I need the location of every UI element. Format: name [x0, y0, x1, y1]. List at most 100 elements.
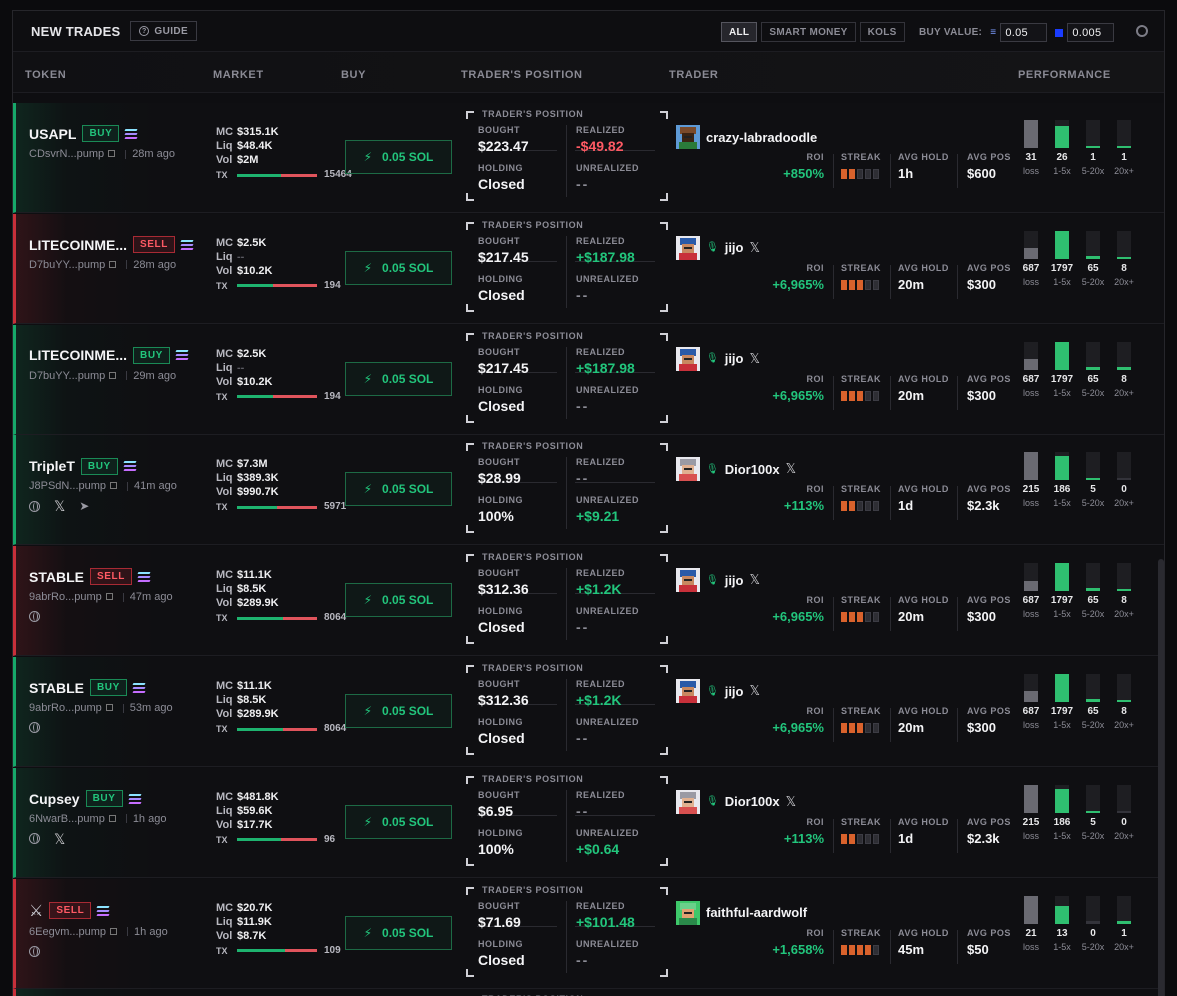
trader-avatar[interactable] — [676, 568, 700, 593]
globe-icon[interactable] — [29, 722, 40, 733]
globe-icon[interactable] — [29, 945, 40, 957]
quick-buy-button[interactable]: ⚡ 0.05 SOL — [345, 915, 452, 950]
copy-icon[interactable] — [108, 150, 116, 157]
holding-value: Closed — [478, 286, 525, 303]
quick-buy-button[interactable]: ⚡ 0.05 SOL — [345, 140, 452, 174]
token-name[interactable]: LITECOINME... — [29, 236, 127, 253]
trader-name[interactable]: Dior100x — [724, 794, 780, 810]
side-badge: SELL — [49, 902, 92, 920]
trader-avatar[interactable] — [676, 125, 700, 149]
trader-name[interactable]: Dior100x — [724, 461, 780, 477]
token-name[interactable]: USAPL — [29, 125, 77, 142]
copy-icon[interactable] — [109, 371, 117, 379]
streak-stat-label: STREAK — [841, 262, 882, 273]
copy-icon[interactable] — [108, 814, 116, 822]
quick-buy-button[interactable]: ⚡ 0.05 SOL — [345, 694, 452, 728]
globe-icon[interactable] — [29, 500, 40, 512]
token-name[interactable]: Cupsey — [29, 790, 80, 807]
token-name[interactable]: LITECOINME... — [29, 347, 127, 364]
filter-all[interactable]: ALL — [721, 22, 758, 42]
guide-button[interactable]: ? GUIDE — [130, 21, 198, 41]
trade-row[interactable]: ⚔ SELL 6Eegvm...pump 1h ago MC $20.7K Liq $11.9… — [13, 878, 1164, 989]
globe-icon[interactable] — [29, 833, 40, 845]
token-address[interactable]: 6NwarB...pump — [29, 812, 105, 825]
trader-avatar[interactable] — [676, 457, 700, 482]
trade-row[interactable]: TripleT BUY J8PSdN...pump 41m ago 𝕏 ➤ MC $7.3M L… — [13, 435, 1164, 546]
trade-row[interactable]: STABLE SELL 9abrRo...pump 47m ago MC $11.1K Li… — [13, 546, 1164, 657]
x-icon[interactable]: 𝕏 — [54, 830, 66, 847]
copy-icon[interactable] — [109, 260, 117, 268]
trader-name[interactable]: jijo — [724, 572, 744, 588]
trader-name[interactable]: jijo — [724, 351, 744, 367]
token-address[interactable]: 9abrRo...pump — [29, 591, 102, 604]
performance-chart: 687 loss 1797 1-5x 65 5-20x 8 20x+ — [1021, 563, 1151, 643]
performance-fill — [1055, 906, 1069, 924]
trader-avatar[interactable] — [676, 679, 700, 703]
token-name[interactable]: STABLE — [29, 679, 84, 696]
priority-fee-input[interactable]: 0.005 — [1067, 23, 1115, 42]
solana-icon — [180, 239, 194, 250]
performance-fill — [1117, 145, 1131, 148]
trader-avatar[interactable] — [676, 346, 700, 371]
roi-stat-label: ROI — [806, 373, 824, 384]
copy-icon[interactable] — [105, 704, 113, 711]
token-address[interactable]: 6Eegvm...pump — [29, 925, 107, 938]
trader-name[interactable]: crazy-labradoodle — [706, 129, 818, 145]
trader-name[interactable]: jijo — [724, 240, 744, 256]
market-label: Liq — [216, 140, 233, 152]
trader-avatar[interactable] — [676, 789, 700, 814]
position-title: TRADER'S POSITION — [482, 884, 584, 895]
token-name[interactable]: TripleT — [29, 458, 75, 475]
copy-icon[interactable] — [110, 927, 118, 935]
trader-cell: 🎙 Dior100x 𝕏 — [676, 457, 797, 482]
copy-icon[interactable] — [105, 593, 113, 601]
token-address[interactable]: 9abrRo...pump — [29, 702, 102, 714]
trade-age: 1h ago — [134, 925, 168, 938]
bought-label: BOUGHT — [478, 235, 520, 246]
trade-row[interactable]: TRADER'S POSITION — [13, 989, 1164, 996]
x-icon[interactable]: 𝕏 — [785, 461, 797, 477]
quick-buy-button[interactable]: ⚡ 0.05 SOL — [345, 472, 452, 507]
market-label: MC — [216, 901, 234, 914]
trader-avatar[interactable] — [676, 235, 700, 260]
performance-fill — [1055, 341, 1069, 370]
filter-smart-money[interactable]: SMART MONEY — [761, 22, 856, 42]
trade-row[interactable]: USAPL BUY CDsvrN...pump 28m ago MC $315.1K Liq… — [13, 103, 1164, 213]
x-icon[interactable]: 𝕏 — [749, 572, 760, 588]
quick-buy-button[interactable]: ⚡ 0.05 SOL — [345, 361, 452, 396]
token-address[interactable]: D7buYY...pump — [29, 258, 106, 271]
trader-name[interactable]: jijo — [724, 683, 744, 699]
performance-count: 186 — [1053, 816, 1071, 828]
gear-icon[interactable] — [1136, 25, 1148, 37]
filter-kols[interactable]: KOLS — [859, 22, 905, 42]
x-icon[interactable]: 𝕏 — [749, 239, 760, 255]
market-label: MC — [216, 347, 234, 360]
token-address[interactable]: CDsvrN...pump — [29, 148, 105, 160]
trade-row[interactable]: STABLE BUY 9abrRo...pump 53m ago MC $11.1K Liq… — [13, 657, 1164, 767]
globe-icon[interactable] — [29, 611, 40, 623]
x-icon[interactable]: 𝕏 — [54, 498, 66, 515]
quick-buy-button[interactable]: ⚡ 0.05 SOL — [345, 583, 452, 618]
trade-row[interactable]: Cupsey BUY 6NwarB...pump 1h ago 𝕏 MC $481.8K Li… — [13, 767, 1164, 878]
scrollbar[interactable] — [1158, 559, 1164, 996]
copy-icon[interactable] — [110, 482, 118, 490]
performance-label: 5-20x — [1081, 941, 1105, 952]
trade-row[interactable]: LITECOINME... SELL D7buYY...pump 28m ago MC $… — [13, 213, 1164, 324]
tx-count: 109 — [324, 944, 341, 956]
trader-name[interactable]: faithful-aardwolf — [706, 905, 808, 921]
trade-row[interactable]: LITECOINME... BUY D7buYY...pump 29m ago MC $2… — [13, 324, 1164, 435]
buy-value-input[interactable]: 0.05 — [1000, 23, 1048, 42]
avg-hold-stat-value: 20m — [898, 720, 925, 735]
streak-stat: STREAK — [841, 374, 881, 401]
token-links — [29, 722, 173, 733]
quick-buy-button[interactable]: ⚡ 0.05 SOL — [345, 804, 452, 839]
token-name[interactable]: STABLE — [29, 568, 84, 585]
x-icon[interactable]: 𝕏 — [749, 683, 760, 698]
token-address[interactable]: J8PSdN...pump — [29, 480, 107, 493]
trader-avatar[interactable] — [676, 900, 700, 925]
x-icon[interactable]: 𝕏 — [749, 350, 760, 366]
quick-buy-button[interactable]: ⚡ 0.05 SOL — [345, 250, 452, 285]
x-icon[interactable]: 𝕏 — [785, 793, 797, 809]
telegram-icon[interactable]: ➤ — [79, 499, 90, 514]
token-address[interactable]: D7buYY...pump — [29, 369, 106, 382]
